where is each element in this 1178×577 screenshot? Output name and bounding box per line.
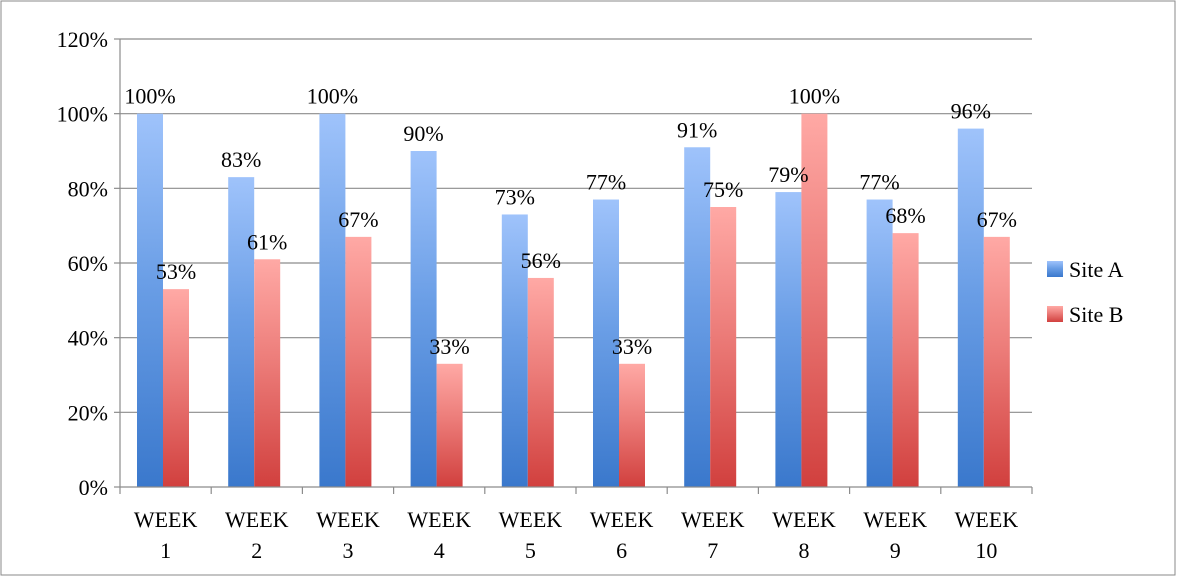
x-tick-label: 8 — [799, 538, 810, 563]
x-tick-label: WEEK — [955, 507, 1019, 532]
bar-site-a — [319, 113, 346, 488]
x-tick-label: 1 — [160, 538, 171, 563]
legend-swatch-site-a — [1047, 261, 1063, 277]
data-label: 83% — [221, 147, 261, 172]
bar-site-b — [163, 289, 189, 487]
x-tick-label: WEEK — [134, 507, 198, 532]
x-tick-label: WEEK — [499, 507, 563, 532]
data-label: 75% — [703, 177, 743, 202]
bar-site-a — [684, 147, 711, 487]
x-tick-label: 9 — [890, 538, 901, 563]
bar-site-a — [501, 214, 528, 487]
y-tick-label: 120% — [57, 27, 108, 52]
data-label: 68% — [885, 203, 925, 228]
axes — [114, 38, 1033, 494]
bar-site-a — [957, 128, 984, 487]
legend: Site A Site B — [1047, 257, 1124, 327]
y-tick-label: 40% — [68, 326, 108, 351]
bar-site-b — [527, 277, 554, 487]
data-label: 77% — [586, 170, 626, 195]
data-label: 67% — [338, 207, 378, 232]
x-tick-label: WEEK — [407, 507, 471, 532]
x-tick-label: WEEK — [681, 507, 745, 532]
x-tick-label: 10 — [975, 538, 997, 563]
bars — [137, 113, 1010, 488]
labels: 0% 20% 40% 60% 80% 100% 120% 100% 53% WEEK 1 83% 61%… — [57, 27, 1019, 563]
data-label: 33% — [612, 334, 652, 359]
data-label: 77% — [859, 170, 899, 195]
bar-site-b — [254, 259, 281, 487]
data-label: 67% — [977, 207, 1017, 232]
x-tick-label: 5 — [525, 538, 536, 563]
y-tick-label: 80% — [68, 176, 108, 201]
data-label: 90% — [403, 121, 443, 146]
x-tick-label: WEEK — [316, 507, 380, 532]
bar-site-b — [436, 363, 463, 487]
x-tick-label: WEEK — [863, 507, 927, 532]
x-tick-label: WEEK — [225, 507, 289, 532]
y-tick-label: 20% — [68, 400, 108, 425]
bar-site-b — [892, 233, 919, 487]
y-tick-label: 60% — [68, 251, 108, 276]
y-tick-label: 0% — [79, 475, 108, 500]
bar-site-a — [228, 177, 255, 487]
bar-site-a — [593, 199, 619, 488]
data-label: 91% — [677, 117, 717, 142]
data-label: 33% — [429, 334, 469, 359]
data-label: 73% — [495, 184, 535, 209]
legend-swatch-site-b — [1047, 306, 1063, 322]
bar-site-b — [619, 363, 645, 487]
data-label: 53% — [156, 259, 196, 284]
bar-site-b — [801, 113, 828, 488]
x-tick-label: WEEK — [590, 507, 654, 532]
data-label: 56% — [521, 248, 561, 273]
bar-site-b — [710, 207, 737, 487]
legend-label: Site A — [1069, 257, 1124, 282]
legend-label: Site B — [1069, 302, 1123, 327]
data-label: 100% — [124, 84, 175, 109]
y-tick-label: 100% — [57, 102, 108, 127]
bar-site-a — [137, 113, 163, 488]
x-tick-label: 4 — [434, 538, 445, 563]
data-label: 100% — [789, 84, 840, 109]
data-label: 79% — [768, 162, 808, 187]
x-tick-label: 2 — [251, 538, 262, 563]
data-label: 96% — [951, 99, 991, 124]
bar-site-a — [410, 151, 437, 487]
x-tick-label: 3 — [343, 538, 354, 563]
data-label: 61% — [247, 229, 287, 254]
x-tick-label: WEEK — [772, 507, 836, 532]
x-tick-label: 6 — [616, 538, 627, 563]
bar-site-a — [866, 199, 893, 488]
data-label: 100% — [307, 84, 358, 109]
bar-site-b — [983, 236, 1010, 487]
bar-site-a — [775, 192, 802, 488]
x-tick-label: 7 — [707, 538, 718, 563]
bar-site-b — [345, 236, 372, 487]
